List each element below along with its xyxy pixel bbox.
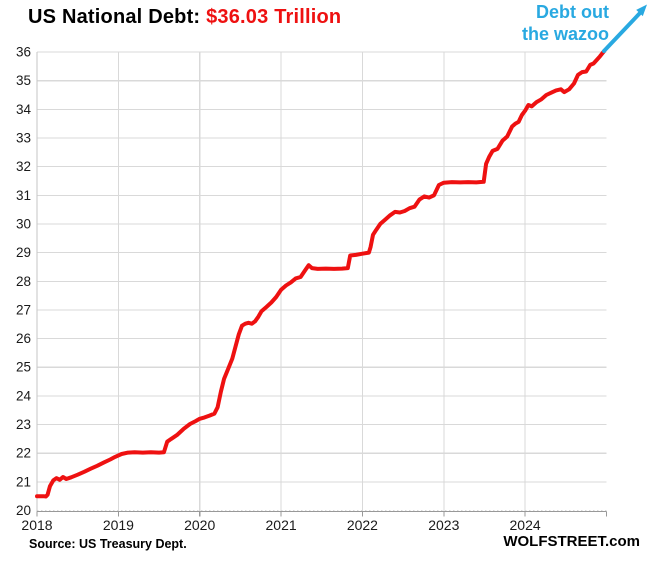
svg-text:20: 20 [16, 503, 31, 518]
svg-text:21: 21 [16, 474, 31, 489]
svg-text:22: 22 [16, 446, 31, 461]
annotation-line-2: the wazoo [521, 24, 609, 44]
svg-text:27: 27 [16, 302, 31, 317]
svg-text:31: 31 [16, 188, 31, 203]
svg-text:26: 26 [16, 331, 31, 346]
svg-text:23: 23 [16, 417, 31, 432]
annotation-debt-out-the-wazoo: Debt out the wazoo [522, 1, 609, 45]
source-credit: Source: US Treasury Dept. [29, 537, 187, 551]
chart-title-prefix: US National Debt: [28, 6, 207, 28]
annotation-arrow [602, 4, 647, 53]
svg-text:25: 25 [16, 360, 31, 375]
svg-text:29: 29 [16, 245, 31, 260]
debt-line [35, 49, 607, 499]
chart-title: US National Debt: $36.03 Trillion [28, 6, 341, 29]
svg-text:33: 33 [16, 131, 31, 146]
y-gridlines [37, 51, 607, 512]
svg-text:36: 36 [16, 45, 31, 60]
svg-text:2020: 2020 [184, 517, 215, 533]
svg-text:24: 24 [16, 388, 32, 403]
y-axis-labels: 20 21 22 23 24 25 26 27 28 29 30 31 32 33 34 35 36 [16, 45, 32, 519]
svg-text:2022: 2022 [347, 517, 378, 533]
wolfstreet-brand: WOLFSTREET.com [503, 533, 640, 550]
annotation-line-1: Debt out [536, 2, 609, 22]
svg-text:28: 28 [16, 274, 31, 289]
chart-title-value: $36.03 Trillion [206, 6, 342, 28]
svg-text:2023: 2023 [428, 517, 459, 533]
svg-text:2019: 2019 [103, 517, 134, 533]
svg-text:2018: 2018 [21, 517, 52, 533]
svg-text:35: 35 [16, 73, 31, 88]
svg-text:34: 34 [16, 102, 32, 117]
svg-text:30: 30 [16, 216, 31, 231]
svg-text:2024: 2024 [510, 517, 541, 533]
x-gridlines [36, 52, 608, 517]
x-axis-labels: 2018 2019 2020 2021 2022 2023 2024 [21, 517, 540, 533]
svg-text:2021: 2021 [266, 517, 297, 533]
svg-text:32: 32 [16, 159, 31, 174]
